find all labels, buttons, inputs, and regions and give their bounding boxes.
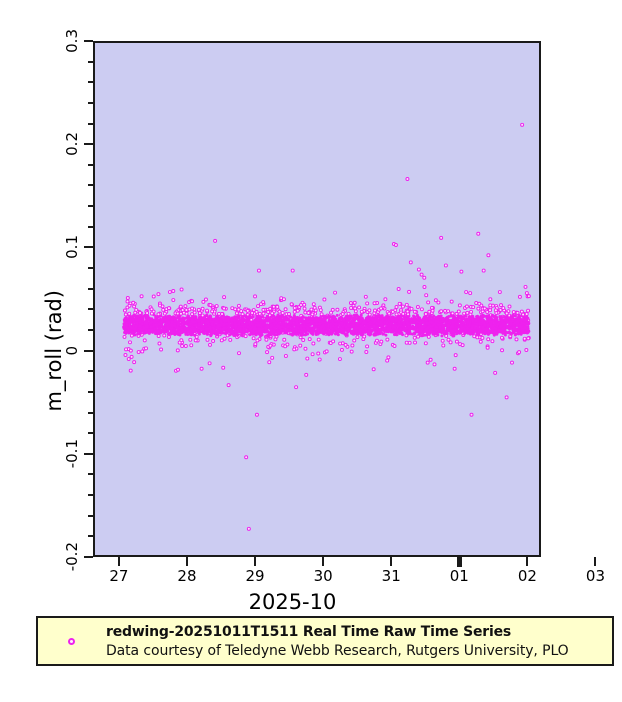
y-axis-major-tick [84, 349, 93, 352]
x-axis-tick [117, 557, 120, 566]
x-axis-tick-label: 30 [313, 567, 333, 585]
y-axis-tick-label-text: 0.2 [63, 132, 81, 157]
y-axis-tick-label-text: 0.1 [63, 235, 81, 260]
legend-text-block: redwing-20251011T1511 Real Time Raw Time… [106, 623, 612, 661]
x-axis-tick [594, 557, 597, 566]
legend-marker-icon [68, 638, 75, 645]
y-axis: 0.3 0.2 0.1 0 -0.1 -0.2 [0, 0, 93, 702]
y-axis-major-tick [84, 143, 93, 146]
x-axis-tick-label: 29 [245, 567, 265, 585]
legend-entry: redwing-20251011T1511 Real Time Raw Time… [38, 618, 612, 664]
x-axis-tick-label: 01 [449, 567, 469, 585]
x-axis-tick-label: 31 [381, 567, 401, 585]
x-axis-tick [390, 557, 393, 566]
scatter-plot-canvas [95, 43, 539, 555]
y-axis-tick-label-text: 0.3 [63, 29, 81, 53]
y-axis-title-label: m_roll (rad) [42, 290, 66, 412]
x-axis-tick-label: 02 [517, 567, 537, 585]
y-axis-major-tick [84, 40, 93, 42]
x-axis-tick [456, 557, 462, 567]
x-axis-title-label: 2025-10 [248, 590, 337, 614]
x-axis-tick-label: 28 [177, 567, 197, 585]
x-axis-tick [254, 557, 257, 566]
legend-subtitle: Data courtesy of Teledyne Webb Research,… [106, 643, 569, 659]
x-axis-tick [185, 557, 188, 566]
legend-title: redwing-20251011T1511 Real Time Raw Time… [106, 624, 512, 640]
y-axis-tick-label-text: -0.2 [63, 542, 81, 572]
y-axis-tick-label-text: -0.1 [63, 439, 81, 469]
x-axis-tick [322, 557, 325, 566]
plot-area[interactable] [93, 41, 541, 557]
legend[interactable]: redwing-20251011T1511 Real Time Raw Time… [36, 616, 614, 666]
y-axis-major-tick [84, 452, 93, 455]
y-axis-major-tick [84, 556, 93, 558]
y-axis-major-tick [84, 246, 93, 249]
y-axis-tick-label-text: 0 [63, 345, 81, 356]
x-axis-tick-label: 27 [109, 567, 129, 585]
x-axis-tick [526, 557, 529, 566]
y-axis-title: m_roll (rad) [41, 0, 67, 702]
x-axis: 2025-10 27 28 29 30 31 01 02 03 [0, 557, 622, 617]
x-axis-tick-label: 03 [585, 567, 605, 585]
